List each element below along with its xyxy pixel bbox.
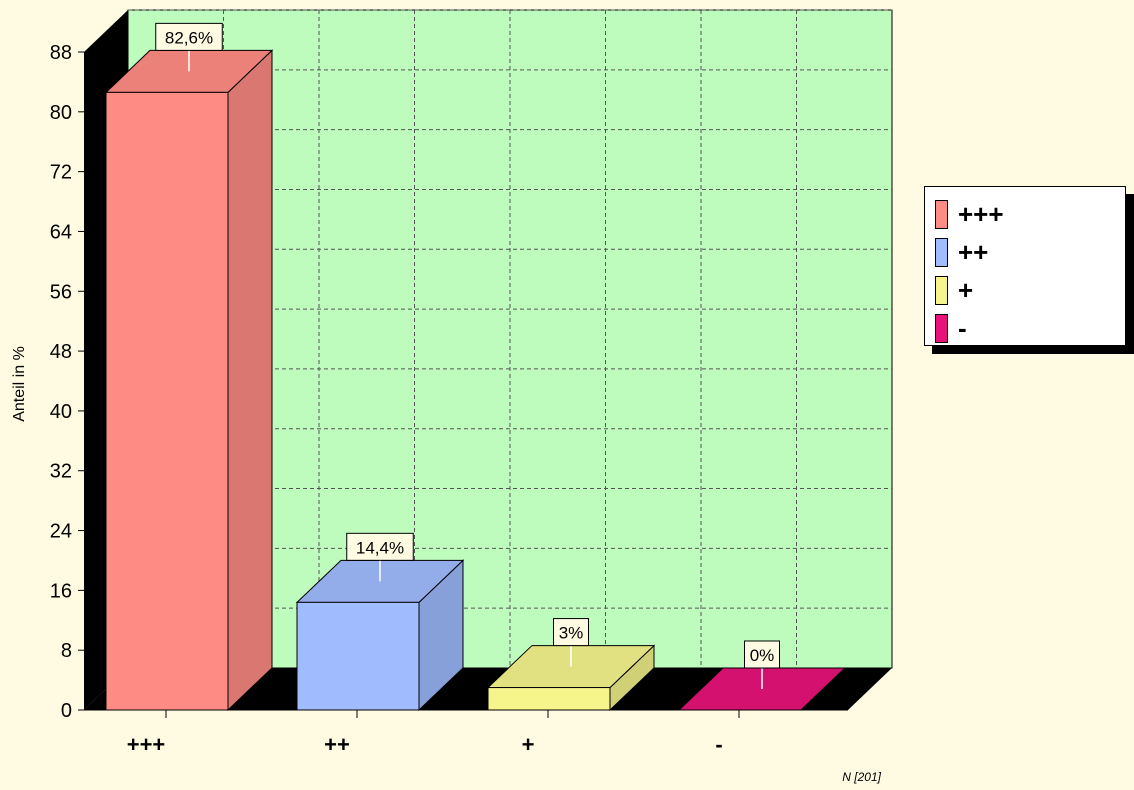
legend-item: ++: [925, 233, 1125, 271]
legend-label: -: [958, 312, 967, 343]
y-tick-label: 56: [50, 281, 72, 303]
data-label: 0%: [750, 646, 775, 665]
legend-item: +: [925, 271, 1125, 309]
label-box: [346, 532, 414, 561]
y-axis-label: Anteil in %: [11, 346, 28, 422]
bars: [104, 49, 847, 712]
legend-swatch: [935, 199, 948, 229]
bar-side: [227, 49, 273, 712]
data-labels: 82,6% 14,4% 3% 0%: [155, 22, 780, 689]
y-tick-label: 88: [50, 42, 72, 64]
legend-label: +: [958, 274, 974, 305]
legend-swatch: [935, 313, 948, 343]
y-tick-label: 80: [50, 102, 72, 124]
x-tick-label: -: [715, 732, 722, 757]
y-tick-label: 72: [50, 162, 72, 184]
legend-label: ++: [958, 236, 989, 267]
bar: [487, 687, 611, 711]
data-label: 82,6%: [165, 28, 213, 47]
legend-label: +++: [958, 198, 1004, 229]
x-tick-label: +: [522, 732, 535, 757]
y-tick-label: 24: [50, 521, 72, 543]
legend-item: +++: [925, 195, 1125, 233]
data-label: 14,4%: [356, 538, 404, 557]
x-axis: +++ ++ + -: [84, 709, 848, 757]
y-tick-label: 48: [50, 341, 72, 363]
label-box: [553, 618, 589, 647]
data-label: 3%: [559, 624, 584, 643]
bar: [296, 601, 420, 711]
legend-swatch: [935, 237, 948, 267]
x-tick-label: +++: [127, 732, 166, 757]
x-tick-label: ++: [324, 732, 350, 757]
legend-swatch: [935, 275, 948, 305]
y-tick-label: 8: [61, 640, 72, 662]
legend-item: -: [925, 309, 1125, 347]
y-tick-label: 0: [61, 700, 72, 722]
legend: +++ ++ + -: [924, 186, 1126, 346]
label-box: [155, 22, 223, 51]
y-axis: 0 8 16 24 32 40 48 56 64 72 80 88: [50, 42, 84, 722]
y-tick-label: 40: [50, 401, 72, 423]
label-box: [744, 640, 780, 669]
y-tick-label: 16: [50, 580, 72, 602]
sample-size-note: N [201]: [842, 770, 881, 784]
bar: [105, 91, 229, 711]
y-tick-label: 32: [50, 461, 72, 483]
y-tick-label: 64: [50, 221, 72, 243]
